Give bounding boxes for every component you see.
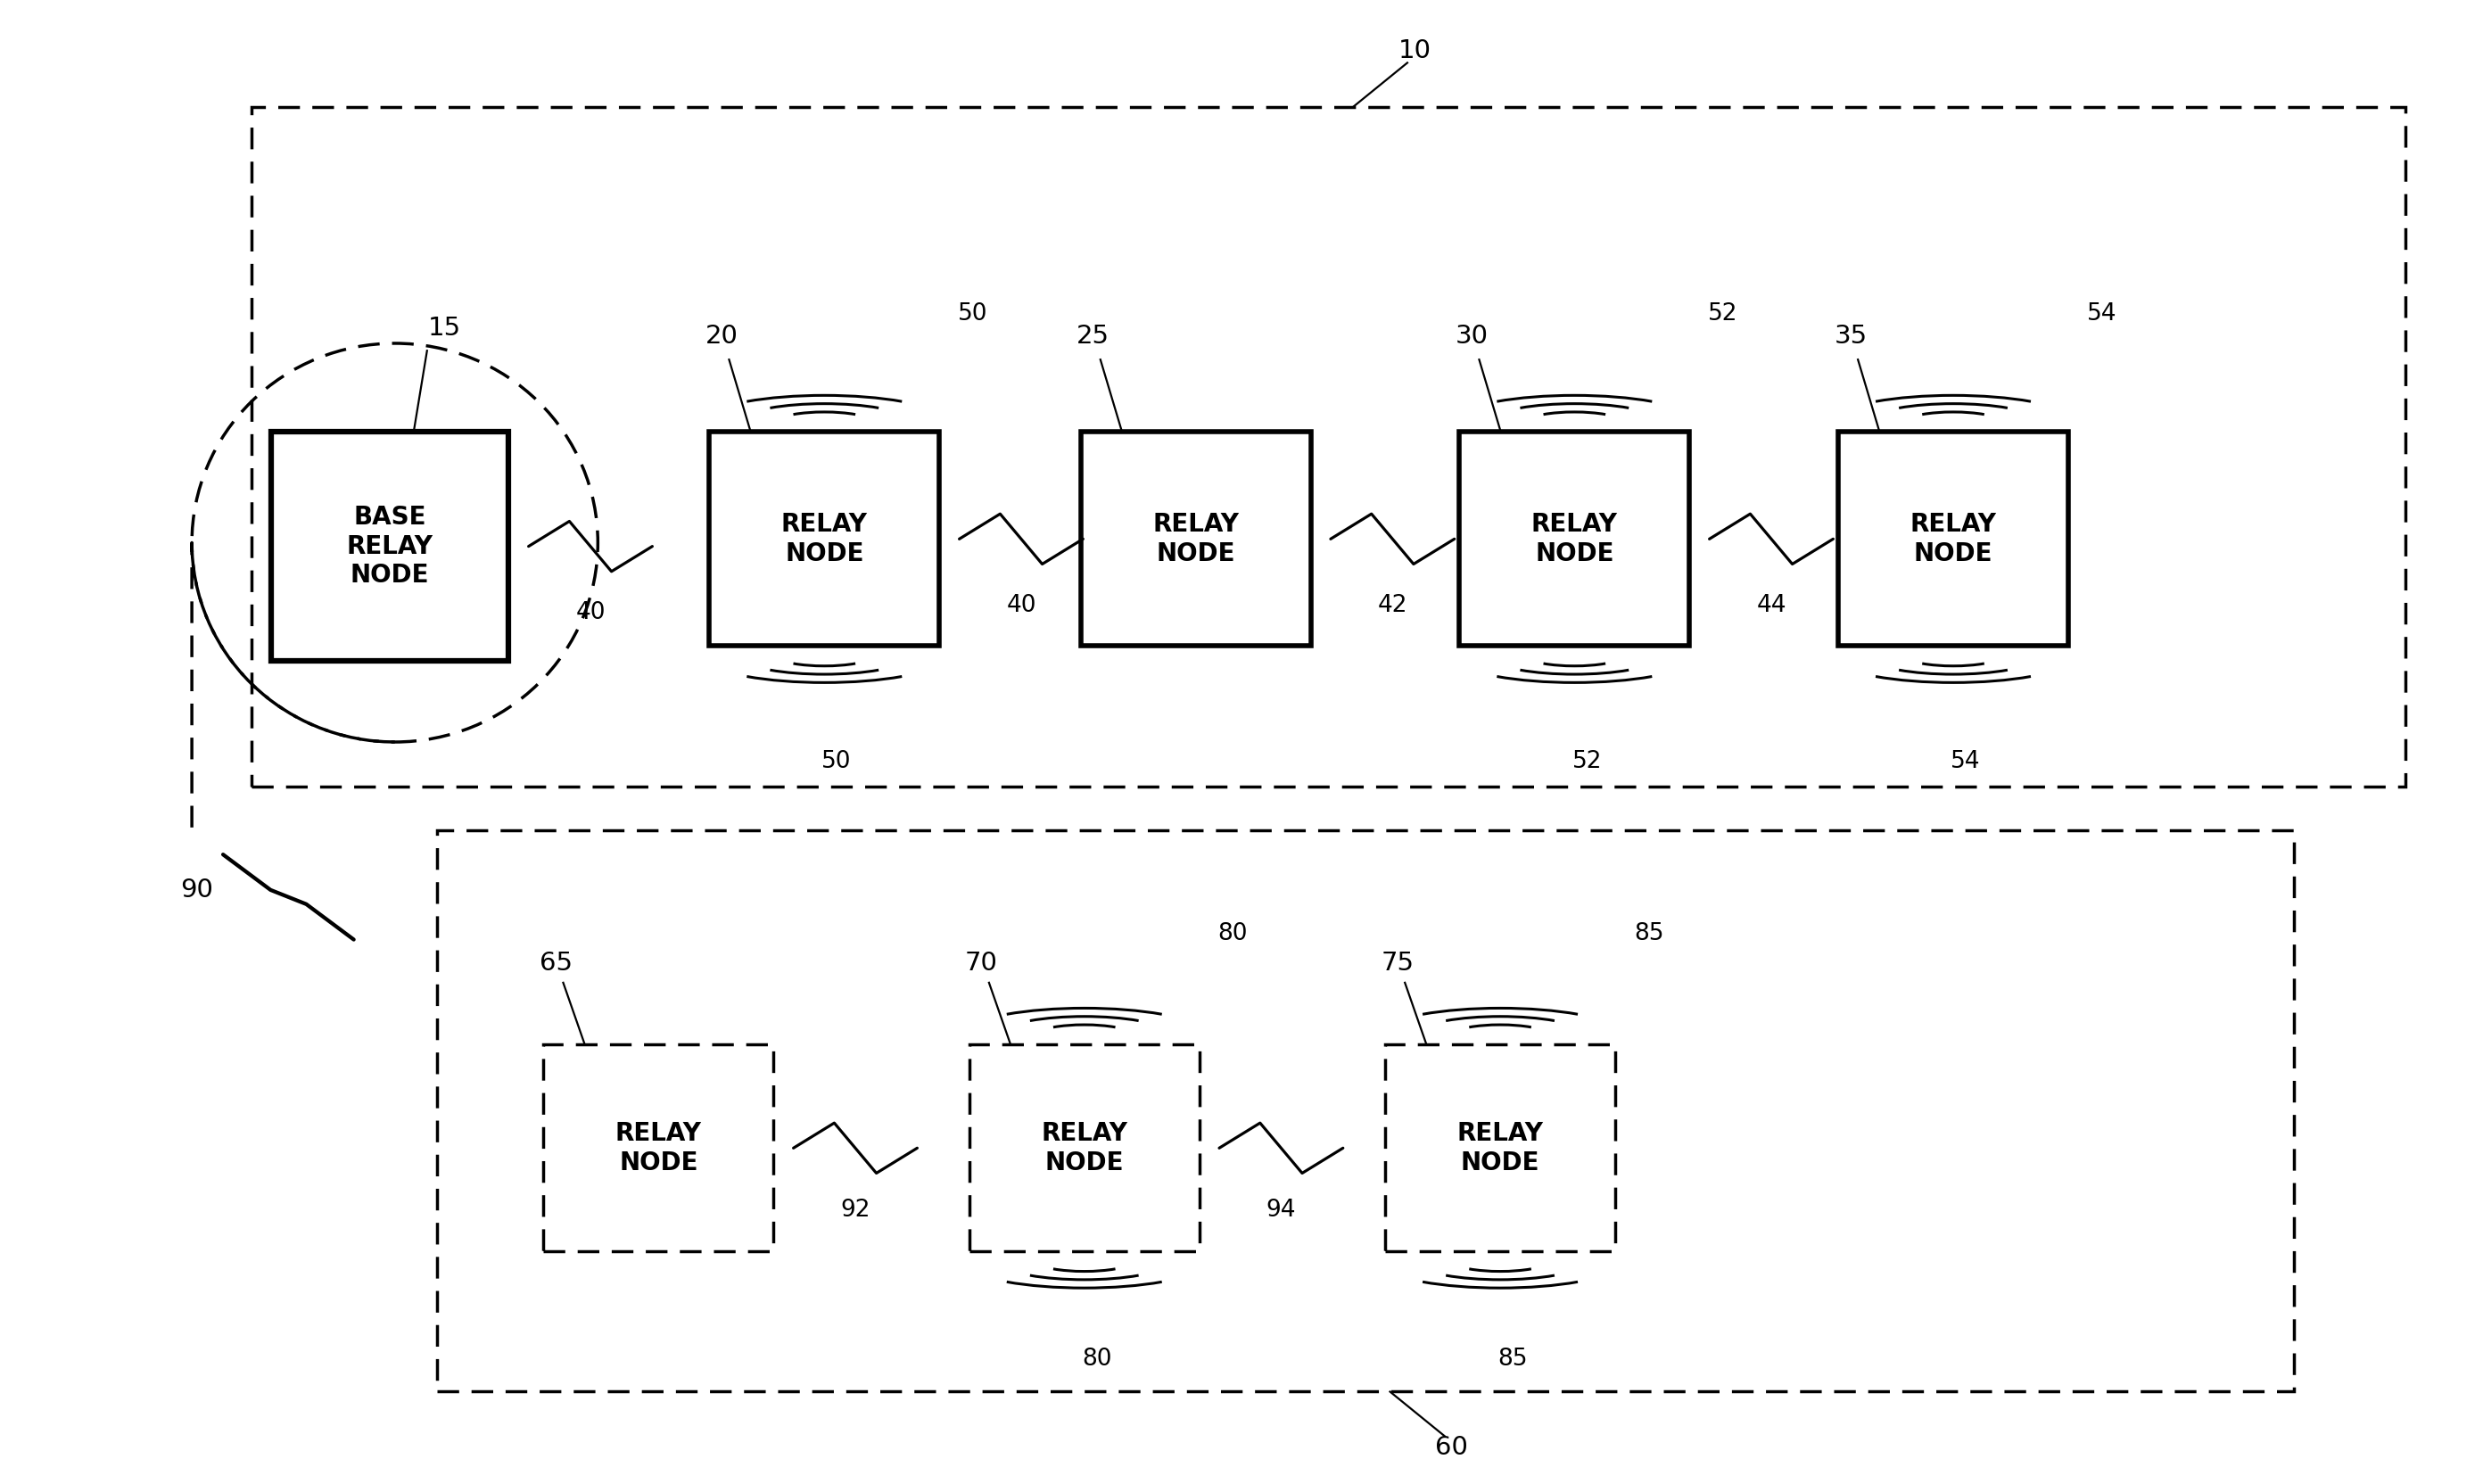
Text: RELAY
NODE: RELAY NODE: [1458, 1120, 1544, 1175]
Text: 25: 25: [1078, 324, 1110, 349]
Text: 70: 70: [966, 951, 998, 976]
Text: RELAY
NODE: RELAY NODE: [1152, 512, 1239, 565]
Bar: [544, 1045, 775, 1251]
Text: 10: 10: [1398, 39, 1430, 64]
Text: 54: 54: [2086, 303, 2116, 325]
Text: 35: 35: [1835, 324, 1867, 349]
Text: 80: 80: [1217, 923, 1249, 945]
Bar: [1460, 432, 1688, 646]
Text: 92: 92: [839, 1199, 869, 1221]
Bar: [437, 831, 2294, 1392]
Text: 85: 85: [1497, 1347, 1527, 1371]
Text: 52: 52: [1708, 303, 1738, 325]
Text: RELAY
NODE: RELAY NODE: [782, 512, 867, 565]
Text: 20: 20: [705, 324, 737, 349]
Bar: [271, 432, 509, 660]
Text: 40: 40: [1006, 594, 1035, 617]
Text: RELAY
NODE: RELAY NODE: [1909, 512, 1996, 565]
Text: 30: 30: [1455, 324, 1487, 349]
Bar: [1386, 1045, 1616, 1251]
Text: 65: 65: [539, 951, 571, 976]
Text: 50: 50: [958, 303, 988, 325]
Text: 44: 44: [1755, 594, 1785, 617]
Text: 60: 60: [1435, 1435, 1467, 1460]
Text: 54: 54: [1952, 749, 1981, 773]
Bar: [251, 107, 2406, 787]
Text: BASE
RELAY
NODE: BASE RELAY NODE: [348, 505, 432, 588]
Bar: [1837, 432, 2068, 646]
Text: 50: 50: [822, 749, 852, 773]
Text: RELAY
NODE: RELAY NODE: [1532, 512, 1619, 565]
Text: 80: 80: [1083, 1347, 1112, 1371]
Text: 42: 42: [1378, 594, 1408, 617]
Text: 15: 15: [427, 316, 462, 341]
Text: RELAY
NODE: RELAY NODE: [616, 1120, 703, 1175]
Bar: [968, 1045, 1199, 1251]
Text: 40: 40: [576, 601, 606, 625]
Bar: [710, 432, 939, 646]
Text: 75: 75: [1381, 951, 1413, 976]
Text: 85: 85: [1634, 923, 1664, 945]
Text: 94: 94: [1266, 1199, 1296, 1221]
Text: RELAY
NODE: RELAY NODE: [1040, 1120, 1127, 1175]
Text: 52: 52: [1572, 749, 1602, 773]
Bar: [1080, 432, 1311, 646]
Text: 90: 90: [181, 877, 214, 902]
